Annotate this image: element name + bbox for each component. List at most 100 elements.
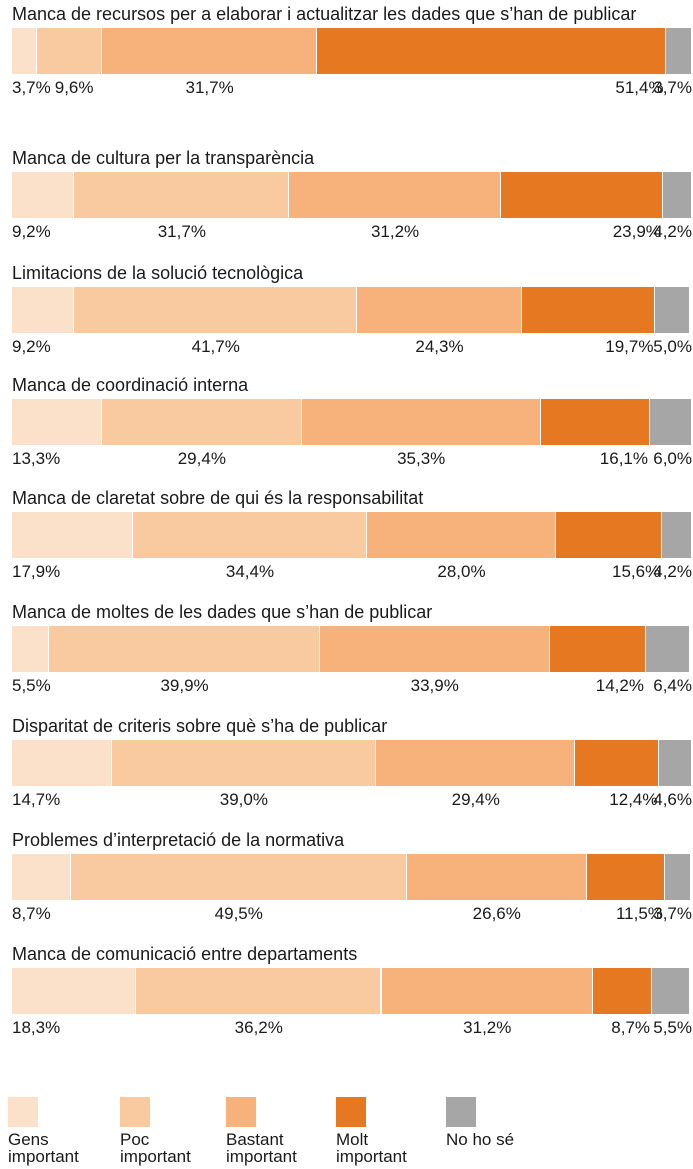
legend-item: Bastant important [226, 1097, 326, 1165]
bar-row: Manca de cultura per la transparència 9,2… [12, 148, 693, 246]
bar-segment [12, 626, 50, 672]
value-label: 8,7% [611, 1018, 651, 1037]
bar-segment [549, 626, 646, 672]
value-label: 9,2% [12, 222, 51, 241]
bar-segment [649, 399, 691, 445]
bar-segment [136, 968, 382, 1014]
value-label: 18,3% [12, 1018, 61, 1037]
value-label: 35,3% [397, 449, 446, 468]
bar-segment [665, 28, 691, 74]
bar-segment [376, 740, 576, 786]
value-label: 29,4% [451, 790, 500, 809]
value-label: 33,9% [410, 676, 459, 695]
stacked-bar [12, 512, 691, 558]
value-label: 31,7% [185, 78, 234, 97]
value-label: 6,4% [653, 676, 692, 695]
bar-segment [12, 287, 75, 333]
value-label: 31,2% [370, 222, 420, 241]
value-labels: 5,5% 39,9% 33,9% 14,2% 6,4% [12, 676, 692, 700]
value-labels: 8,7% 49,5% 26,6% 11,5% 3,7% [12, 904, 692, 928]
bar-segment [357, 287, 522, 333]
row-title: Manca de coordinació interna [12, 375, 249, 395]
bar-segment [74, 172, 290, 218]
bar-segment [102, 28, 318, 74]
value-label: 14,7% [12, 790, 61, 809]
value-label: 9,2% [12, 337, 51, 356]
stacked-bar [12, 854, 690, 900]
value-label: 3,7% [12, 78, 51, 97]
value-label: 9,6% [54, 78, 94, 97]
bar-segment [12, 854, 71, 900]
legend-swatch [120, 1097, 150, 1127]
value-label: 13,3% [12, 449, 61, 468]
legend-item: No ho sé [446, 1097, 546, 1148]
value-labels: 9,2% 41,7% 24,3% 19,7% 5,0% [12, 337, 692, 361]
bar-segment [662, 512, 691, 558]
value-label: 11,5% [615, 904, 663, 923]
value-label: 39,0% [219, 790, 268, 809]
value-label: 4,2% [653, 562, 692, 581]
bar-row: Disparitat de criteris sobre què s’ha de… [12, 716, 693, 814]
value-label: 4,2% [653, 222, 692, 241]
value-label: 16,1% [599, 449, 648, 468]
row-title: Manca de claretat sobre de qui és la res… [12, 488, 424, 508]
stacked-bar [12, 740, 691, 786]
stacked-bar [12, 28, 691, 74]
value-label: 24,3% [415, 337, 464, 356]
bar-row: Manca de claretat sobre de qui és la res… [12, 488, 693, 586]
bar-segment [381, 968, 594, 1014]
legend-label: Bastant important [226, 1130, 297, 1166]
bar-segment [317, 28, 666, 74]
value-label: 39,9% [160, 676, 209, 695]
row-title: Manca de moltes de les dades que s’han d… [12, 602, 433, 622]
row-title: Limitacions de la solució tecnològica [12, 263, 304, 283]
value-label: 34,4% [225, 562, 275, 581]
legend-item: Molt important [336, 1097, 436, 1165]
bar-segment [12, 28, 38, 74]
bar-row: Manca de coordinació interna 13,3% 29,4% 35… [12, 375, 693, 473]
bar-segment [37, 28, 103, 74]
legend-item: Gens important [8, 1097, 108, 1165]
legend-swatch [226, 1097, 256, 1127]
value-label: 17,9% [12, 562, 61, 581]
row-title: Manca de comunicació entre departaments [12, 944, 358, 964]
bar-segment [102, 399, 302, 445]
value-label: 49,5% [214, 904, 263, 923]
bar-segment [12, 172, 75, 218]
bar-segment [662, 172, 692, 218]
bar-segment [12, 512, 134, 558]
row-title: Manca de cultura per la transparència [12, 148, 315, 168]
legend-item: Poc important [120, 1097, 220, 1165]
bar-row: Manca de comunicació entre departaments 1… [12, 944, 693, 1042]
value-label: 29,4% [177, 449, 226, 468]
value-labels: 3,7% 9,6% 31,7% 51,4% 3,7% [12, 78, 692, 102]
stacked-bar [12, 172, 692, 218]
bar-segment [593, 968, 653, 1014]
bar-row: Limitacions de la solució tecnològica 9,2… [12, 263, 693, 361]
value-label: 3,7% [653, 904, 692, 923]
value-label: 5,5% [653, 1018, 692, 1037]
value-labels: 9,2% 31,7% 31,2% 23,9% 4,2% [12, 222, 692, 246]
value-label: 5,0% [653, 337, 692, 356]
bar-segment [12, 399, 103, 445]
bar-segment [521, 287, 656, 333]
value-label: 36,2% [234, 1018, 283, 1037]
value-labels: 17,9% 34,4% 28,0% 15,6% 4,2% [12, 562, 692, 586]
value-labels: 13,3% 29,4% 35,3% 16,1% 6,0% [12, 449, 692, 473]
stacked-bar [12, 626, 690, 672]
value-label: 28,0% [437, 562, 486, 581]
value-label: 4,6% [653, 790, 692, 809]
value-label: 6,0% [653, 449, 692, 468]
row-title: Problemes d’interpretació de la normativ… [12, 830, 345, 850]
value-label: 14,2% [595, 676, 644, 695]
value-label: 12,4% [609, 790, 658, 809]
value-label: 19,7% [605, 337, 654, 356]
bar-segment [12, 968, 137, 1014]
bar-segment [586, 854, 665, 900]
bar-segment [406, 854, 587, 900]
bar-row: Manca de recursos per a elaborar i actua… [12, 4, 693, 102]
legend-swatch [446, 1097, 476, 1127]
value-label: 5,5% [12, 676, 51, 695]
bar-segment [652, 968, 690, 1014]
